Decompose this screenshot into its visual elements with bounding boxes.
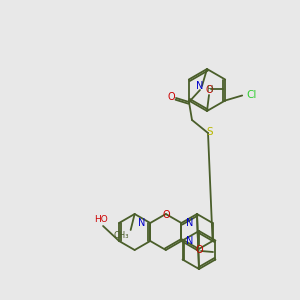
Text: N: N xyxy=(186,236,194,246)
Text: Cl: Cl xyxy=(246,89,256,100)
Text: O: O xyxy=(205,85,213,95)
Text: O: O xyxy=(195,245,203,255)
Text: N: N xyxy=(138,218,145,228)
Text: O: O xyxy=(167,92,175,102)
Text: N: N xyxy=(196,81,204,91)
Text: HO: HO xyxy=(94,215,108,224)
Text: S: S xyxy=(207,127,213,137)
Text: O: O xyxy=(162,210,169,220)
Text: N: N xyxy=(186,218,194,228)
Text: CH₃: CH₃ xyxy=(114,230,129,239)
Text: H: H xyxy=(206,85,212,94)
